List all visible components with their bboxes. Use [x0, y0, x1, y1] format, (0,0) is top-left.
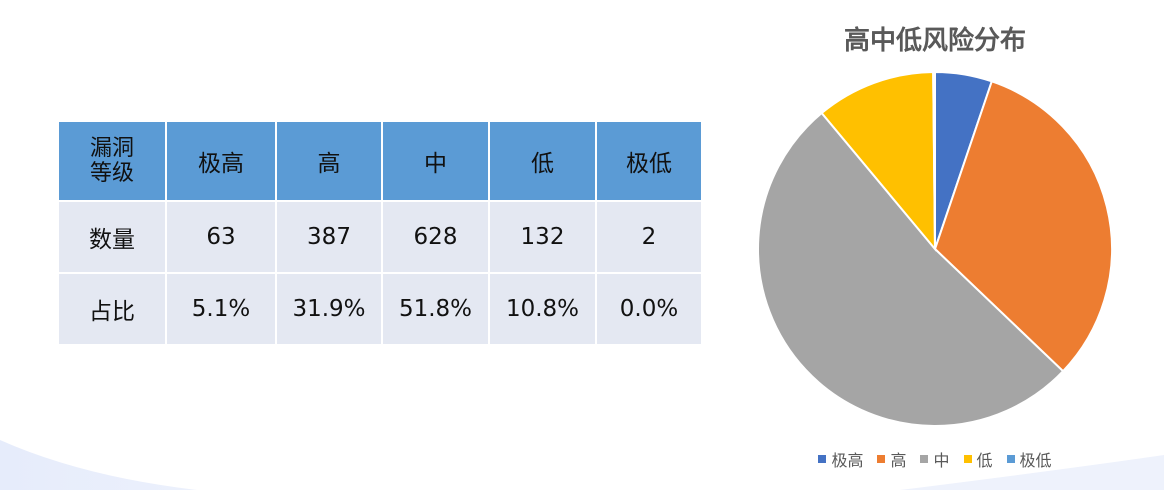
table-cell: 31.9%: [275, 272, 383, 346]
legend-item: 极高: [818, 447, 863, 471]
table-cell: 2: [595, 200, 703, 274]
table-cell: 132: [488, 200, 597, 274]
legend-label: 低: [976, 451, 993, 470]
table-cell: 63: [165, 200, 277, 274]
chart-title: 高中低风险分布: [843, 26, 1026, 56]
legend-label: 中: [933, 451, 950, 470]
legend-swatch: [877, 455, 886, 463]
table-header-row: 漏洞 等级 极高 高 中 低 极低: [57, 120, 703, 202]
legend-label: 极高: [831, 451, 864, 470]
risk-table: 漏洞 等级 极高 高 中 低 极低 数量 63 387 628 132 2 占比…: [57, 120, 703, 346]
chart-legend: 极高 高 中 低 极低: [760, 447, 1110, 471]
legend-label: 高: [890, 451, 907, 470]
legend-item: 中: [920, 447, 950, 471]
legend-swatch: [818, 455, 827, 463]
table-cell: 51.8%: [381, 272, 490, 346]
legend-label: 极低: [1019, 451, 1052, 470]
header-cell: 极低: [595, 120, 703, 202]
table-cell: 5.1%: [165, 272, 277, 346]
table-cell: 10.8%: [488, 272, 597, 346]
header-cell: 漏洞 等级: [57, 120, 167, 202]
legend-swatch: [920, 455, 929, 463]
table-cell: 0.0%: [595, 272, 703, 346]
table-cell: 387: [275, 200, 383, 274]
row-label: 占比: [57, 272, 167, 346]
pie-slice-中: [756, 111, 1065, 427]
pie-slice-低: [820, 70, 937, 252]
legend-item: 低: [963, 447, 993, 471]
pie-slice-高: [933, 80, 1113, 373]
header-cell: 极高: [165, 120, 277, 202]
legend-swatch: [963, 455, 972, 463]
header-cell: 中: [381, 120, 490, 202]
header-cell: 低: [488, 120, 597, 202]
legend-item: 高: [877, 447, 906, 471]
table-row: 占比 5.1% 31.9% 51.8% 10.8% 0.0%: [57, 272, 703, 346]
row-label: 数量: [57, 200, 167, 274]
table-cell: 628: [381, 200, 490, 274]
pie-chart: [756, 70, 1113, 427]
header-cell: 高: [275, 120, 383, 202]
legend-swatch: [1006, 455, 1015, 463]
pie-slice-极低: [932, 70, 936, 250]
table-row: 数量 63 387 628 132 2: [57, 200, 703, 274]
legend-item: 极低: [1006, 447, 1052, 471]
